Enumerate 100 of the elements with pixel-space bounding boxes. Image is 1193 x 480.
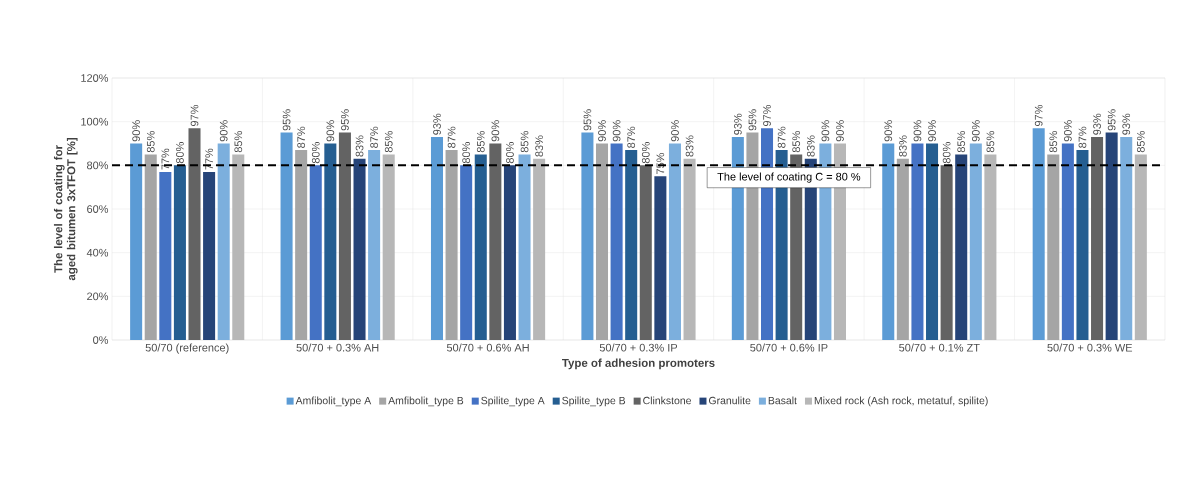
bar [430,136,444,340]
legend-label: Spilite_type B [562,396,626,407]
bar [1120,136,1133,340]
data-label: 95% [583,109,592,131]
bar [1047,154,1060,340]
data-label: 85% [476,131,485,153]
data-label: 80% [176,142,184,164]
data-label: 85% [986,131,995,153]
bar [955,154,968,340]
bar [309,165,322,340]
x-tick-label: 50/70 + 0.3% AH [296,343,379,352]
legend-label: Basalt [768,396,797,405]
y-axis-title: The level of coating for aged bitumen 3xTFOT [%] [53,138,78,281]
bar [217,143,230,340]
x-tick-label: 50/70 + 0.3% WE [1047,343,1133,352]
data-label: 97% [763,104,771,126]
x-tick-label: 50/70 + 0.6% IP [750,343,828,352]
data-label: 93% [1093,113,1101,135]
data-label: 85% [384,131,393,153]
bar [896,158,909,340]
data-label: 90% [913,120,922,142]
bar [460,165,473,340]
y-tick-label: 100% [81,117,109,126]
bar [474,154,487,340]
bar [503,165,516,340]
data-label: 87% [1078,126,1087,148]
bar [668,143,681,340]
y-tick-label: 80% [87,161,109,170]
bar [324,143,337,340]
data-label: 95% [748,109,757,131]
bar [353,158,366,340]
bar [232,154,245,340]
data-label: 90% [132,120,141,142]
bar [1061,143,1074,340]
data-label: 87% [777,126,786,148]
data-label: 83% [355,135,364,157]
data-label: 93% [1122,113,1131,135]
legend-label: Mixed rock (Ash rock, metatuf, spilite) [814,396,988,407]
data-label: 87% [447,126,456,148]
bar [683,158,696,340]
data-label: 80% [311,142,320,164]
legend-label: Amfibolit_type A [295,396,372,407]
bar [188,128,201,340]
data-label: 85% [1136,131,1145,153]
bar [144,154,157,340]
data-label: 80% [506,142,514,164]
bar [368,150,381,340]
data-label: 90% [971,120,980,142]
bar [130,143,143,340]
y-tick-label: 120% [81,74,109,82]
data-label: 90% [219,120,228,142]
x-tick-label: 50/70 + 0.3% IP [599,343,678,352]
bar [203,171,216,340]
data-label: 90% [598,120,606,142]
bar [882,143,895,340]
bar [1091,136,1104,340]
data-label: 85% [520,131,529,153]
data-label: 90% [1064,120,1072,142]
bar [1032,128,1045,340]
data-label: 85% [1049,131,1058,153]
bar [654,176,667,340]
data-label: 95% [282,109,291,131]
data-label: 95% [341,109,349,131]
data-label: 87% [297,126,306,148]
bar [926,143,939,340]
x-tick-label: 50/70 + 0.6% AH [446,343,529,352]
data-label: 85% [146,131,155,153]
data-label: 80% [462,142,471,164]
data-label: 90% [612,120,621,142]
bar [639,165,652,340]
data-label: 90% [884,120,893,142]
data-label: 80% [942,142,951,164]
bar [445,150,458,340]
bar [382,154,395,340]
legend-label: Spilite_type A [481,396,545,407]
data-label: 90% [491,120,500,142]
bar [533,158,546,340]
x-tick-label: 50/70 + 0.1% ZT [899,343,980,352]
data-label: 90% [836,120,844,142]
bar [489,143,502,340]
data-label: 87% [370,126,378,148]
data-label: 75% [656,153,665,174]
data-label: 93% [733,113,742,135]
data-label: 80% [641,142,650,164]
data-label: 87% [627,126,636,148]
bar [280,132,293,340]
bar [159,171,172,340]
data-label: 83% [898,135,907,157]
data-label: 90% [928,120,936,142]
ref-line-label: The level of coating C = 80 % [717,172,861,183]
data-label: 97% [190,104,199,126]
bar [610,143,623,340]
data-label: 90% [326,120,335,142]
data-label: 85% [234,131,243,153]
data-label: 93% [433,113,441,135]
data-label: 90% [671,120,679,142]
legend-label: Amfibolit_type B [388,396,464,407]
bar [295,150,308,340]
bar [173,165,186,340]
bar [984,154,997,340]
